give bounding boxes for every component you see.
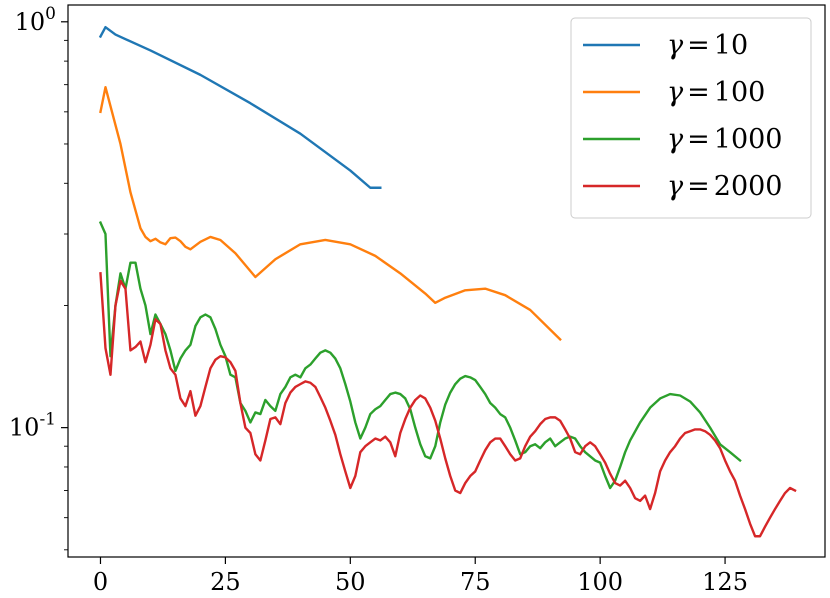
legend-label: γ = 10 bbox=[667, 30, 748, 61]
series-line-3 bbox=[99, 272, 797, 538]
x-tick-label: 0 bbox=[93, 568, 108, 596]
ticks-layer: 0 25 50 75 100 125 10-1 100 bbox=[9, 4, 748, 596]
x-tick-label: 50 bbox=[335, 568, 366, 596]
legend-label: γ = 1000 bbox=[667, 124, 782, 155]
x-tick-label: 100 bbox=[577, 568, 623, 596]
y-tick-label: 10-1 bbox=[9, 410, 56, 442]
legend-box bbox=[570, 17, 812, 219]
legend-label: γ = 2000 bbox=[667, 171, 782, 202]
legend-label: γ = 100 bbox=[667, 77, 765, 108]
series-layer bbox=[98, 25, 797, 538]
legend: γ = 10 γ = 100 γ = 1000 γ = 2000 bbox=[570, 17, 812, 219]
x-tick-label: 75 bbox=[460, 568, 491, 596]
series-line-1 bbox=[99, 86, 562, 342]
series-line-2 bbox=[98, 221, 742, 490]
y-tick-label: 100 bbox=[15, 4, 56, 36]
series-line-0 bbox=[98, 25, 382, 189]
x-tick-label: 125 bbox=[702, 568, 748, 596]
x-tick-label: 25 bbox=[210, 568, 241, 596]
